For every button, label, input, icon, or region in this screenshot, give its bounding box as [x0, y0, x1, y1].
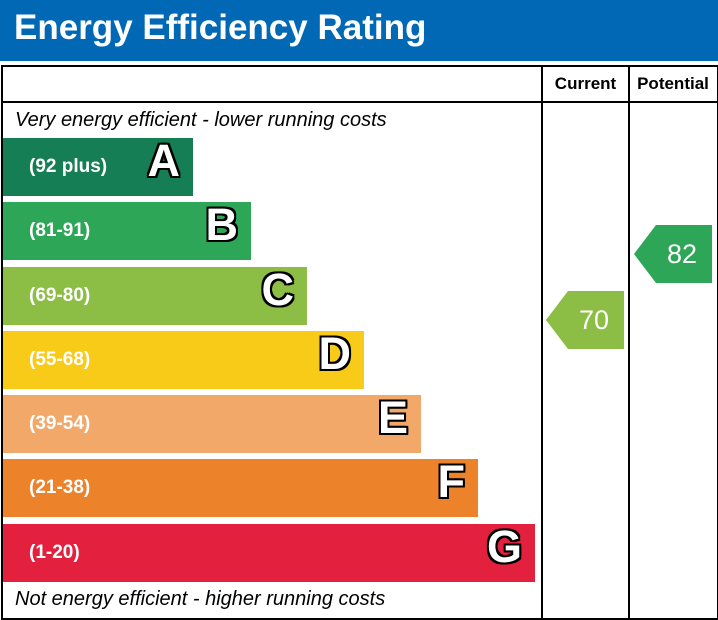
- band-e-range: (39-54): [29, 413, 91, 434]
- band-f-letter: F: [437, 456, 466, 507]
- band-b: (81-91) B: [3, 199, 251, 260]
- current-arrow-fill: [546, 291, 624, 349]
- potential-arrow-shape: [634, 225, 712, 283]
- top-caption: Very energy efficient - lower running co…: [15, 109, 387, 131]
- header-bar: Energy Efficiency Rating: [0, 0, 718, 61]
- band-e: (39-54) E: [3, 392, 421, 453]
- band-g-range: (1-20): [29, 542, 80, 563]
- potential-arrow-fill: [634, 225, 712, 283]
- page-title: Energy Efficiency Rating: [14, 8, 427, 47]
- bottom-caption: Not energy efficient - higher running co…: [15, 588, 386, 610]
- band-a-range: (92 plus): [29, 156, 108, 177]
- band-d: (55-68) D: [3, 328, 364, 389]
- band-c-range: (69-80): [29, 285, 91, 306]
- band-c: (69-80) C: [3, 264, 307, 325]
- potential-column-header: Potential: [637, 74, 709, 93]
- current-rating-value: 70: [578, 305, 610, 335]
- band-c-letter: C: [261, 264, 295, 315]
- band-b-letter: B: [205, 199, 239, 250]
- band-f-range: (21-38): [29, 477, 91, 498]
- band-f: (21-38) F: [3, 456, 478, 517]
- column-divider-potential: [628, 65, 630, 618]
- potential-rating-value: 82: [666, 239, 698, 269]
- band-e-letter: E: [377, 392, 408, 443]
- current-arrow-shape: [546, 291, 624, 349]
- band-d-letter: D: [318, 328, 352, 379]
- band-d-range: (55-68): [29, 349, 91, 370]
- band-g-letter: G: [486, 521, 522, 572]
- potential-rating-arrow: 82: [634, 225, 712, 283]
- current-rating-arrow: 70: [546, 291, 624, 349]
- current-column-header: Current: [554, 74, 617, 93]
- band-a: (92 plus) A: [3, 135, 193, 196]
- band-b-range: (81-91): [29, 220, 91, 241]
- band-g: (1-20) G: [3, 521, 535, 582]
- column-divider-current: [541, 65, 543, 618]
- band-a-letter: A: [147, 135, 181, 186]
- header-row-divider: [1, 101, 717, 103]
